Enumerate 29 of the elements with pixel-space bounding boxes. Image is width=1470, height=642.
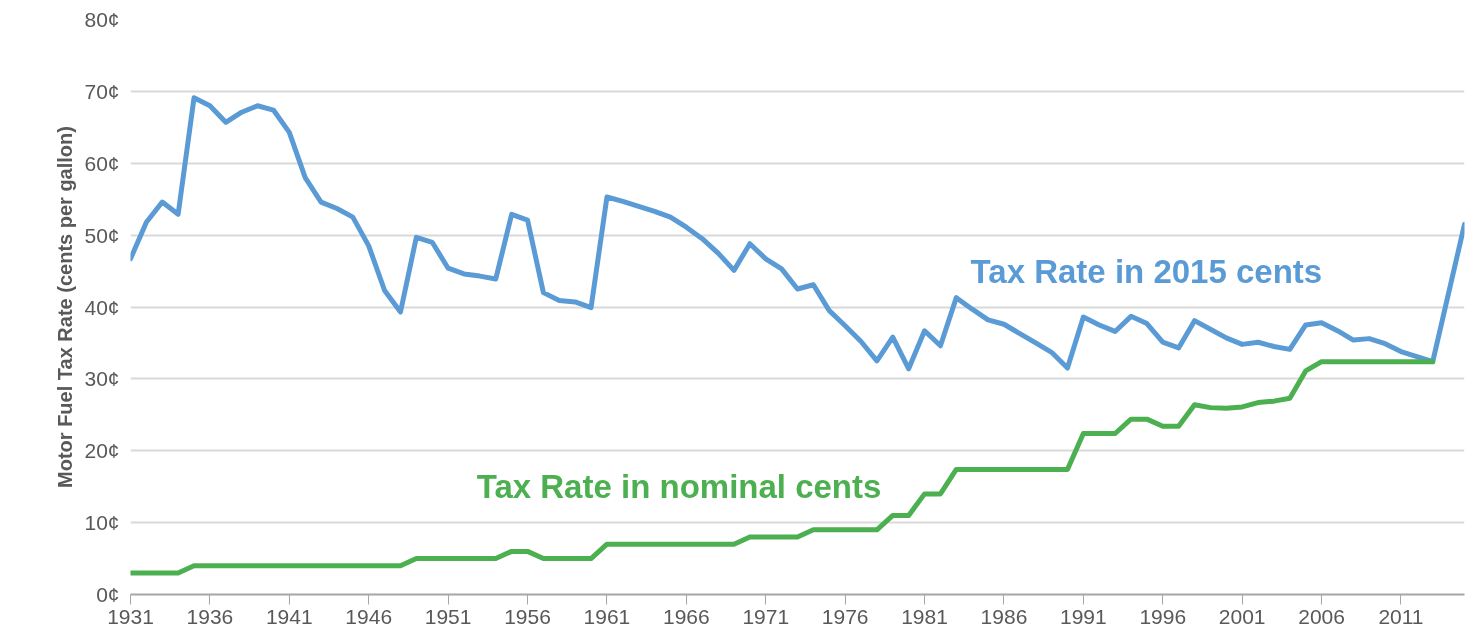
series-label: Tax Rate in nominal cents	[476, 468, 882, 506]
x-tick-label: 1936	[186, 604, 234, 628]
x-tick-label: 1971	[742, 604, 790, 628]
x-tick-label: 1981	[901, 604, 948, 628]
y-tick-label: 40¢	[84, 295, 120, 319]
x-tick-label: 1941	[265, 604, 313, 628]
y-tick-label: 10¢	[84, 511, 120, 535]
x-tick-label: 1986	[980, 604, 1028, 628]
y-tick-label: 20¢	[84, 439, 120, 463]
x-tick-label: 1976	[821, 604, 869, 628]
y-tick-label: 50¢	[84, 223, 120, 247]
x-tick-label: 1966	[662, 604, 710, 628]
x-tick-label: 1991	[1060, 604, 1107, 628]
y-tick-label: 70¢	[84, 79, 120, 103]
x-tick-label: 1951	[424, 604, 472, 628]
x-tick-label: 2001	[1218, 604, 1266, 628]
x-tick-label: 2011	[1378, 604, 1424, 628]
y-tick-label: 60¢	[84, 151, 120, 175]
x-tick-label: 1956	[504, 604, 551, 628]
x-tick-label: 1996	[1139, 604, 1187, 628]
x-tick-label: 2006	[1298, 604, 1345, 628]
x-tick-label: 1931	[107, 604, 154, 628]
y-tick-label: 30¢	[84, 367, 120, 391]
series-label: Tax Rate in 2015 cents	[970, 253, 1323, 291]
y-axis-title: Motor Fuel Tax Rate (cents per gallon)	[54, 126, 77, 488]
y-tick-label: 0¢	[96, 583, 120, 606]
y-tick-label: 80¢	[84, 8, 120, 31]
x-tick-label: 1961	[583, 604, 631, 628]
x-tick-label: 1946	[345, 604, 393, 628]
